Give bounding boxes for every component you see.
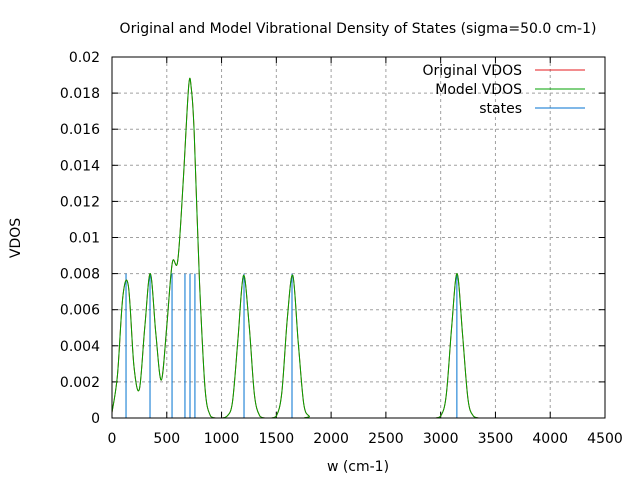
legend-label-original-vdos: Original VDOS [423, 63, 523, 79]
legend: Original VDOS Model VDOS states [423, 63, 585, 117]
chart-title: Original and Model Vibrational Density o… [120, 21, 597, 37]
x-tick-label: 4000 [532, 431, 568, 447]
x-tick-label: 4500 [587, 431, 623, 447]
y-tick-label: 0.02 [69, 50, 100, 66]
legend-label-model-vdos: Model VDOS [435, 82, 522, 98]
x-tick-label: 2500 [368, 431, 404, 447]
y-tick-label: 0.012 [60, 194, 100, 210]
x-tick-label: 1500 [259, 431, 295, 447]
x-tick-label: 0 [108, 431, 117, 447]
x-tick-label: 3000 [423, 431, 459, 447]
plot-frame [111, 56, 606, 419]
x-axis: 0 500 1000 1500 2000 2500 3000 3500 4000 4500 [108, 57, 623, 447]
y-tick-label: 0 [91, 411, 100, 427]
y-axis: 0 0.002 0.004 0.006 0.008 0.01 0.012 0.014 0.016… [60, 50, 605, 427]
y-tick-label: 0.002 [60, 375, 100, 391]
x-tick-label: 1000 [204, 431, 240, 447]
legend-label-states: states [479, 101, 522, 117]
grid [112, 57, 605, 418]
y-axis-label: VDOS [8, 218, 24, 258]
y-tick-label: 0.018 [60, 86, 100, 102]
x-tick-label: 500 [153, 431, 180, 447]
y-tick-label: 0.006 [60, 303, 100, 319]
y-tick-label: 0.014 [60, 158, 100, 174]
y-tick-label: 0.004 [60, 339, 100, 355]
y-tick-label: 0.01 [69, 231, 100, 247]
y-tick-label: 0.016 [60, 122, 100, 138]
x-tick-label: 3500 [478, 431, 514, 447]
x-axis-label: w (cm-1) [327, 459, 389, 475]
x-tick-label: 2000 [313, 431, 349, 447]
y-tick-label: 0.008 [60, 267, 100, 283]
